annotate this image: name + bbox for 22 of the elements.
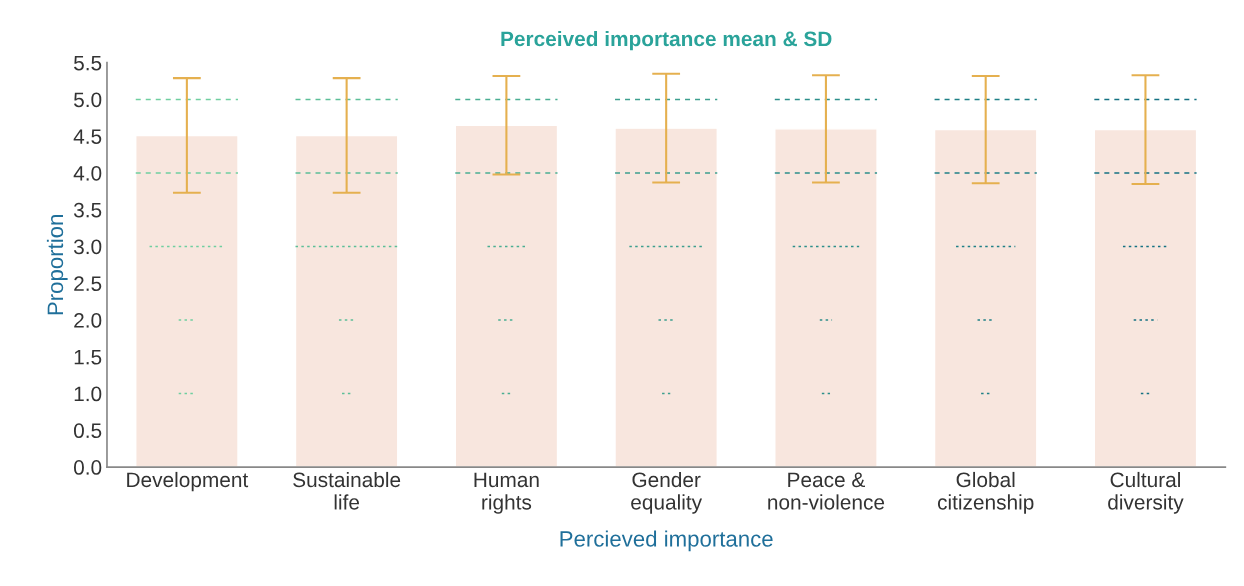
x-tick-label: Sustainable life	[293, 471, 401, 510]
x-axis-title: Percieved importance	[560, 530, 773, 552]
y-tick-label: 0.0	[73, 460, 102, 475]
y-tick-label: 5.5	[74, 55, 102, 71]
y-tick-label: 0.5	[73, 423, 102, 439]
x-tick-label: Gender equality	[631, 471, 703, 514]
y-tick-label: 2.0	[74, 313, 102, 328]
x-tick-label: Cultural diversity	[1108, 471, 1184, 514]
y-tick-label: 3.0	[73, 239, 102, 255]
y-tick-label: 3.5	[73, 202, 102, 218]
x-tick-label: Peace & non-violence	[768, 472, 885, 510]
chart-title: Perceived importance mean & SD	[501, 30, 832, 51]
y-tick-label: 2.5	[74, 276, 102, 292]
x-tick-label: Human rights	[474, 472, 539, 514]
y-tick-label: 4.5	[73, 129, 102, 144]
y-axis-title: Proportion	[46, 215, 68, 315]
y-tick-label: 4.0	[73, 165, 102, 181]
x-tick-label: Development	[127, 471, 249, 492]
x-tick-label: Global citizenship	[937, 471, 1034, 514]
y-tick-label: 5.0	[74, 92, 102, 108]
y-tick-label: 1.5	[74, 349, 102, 365]
y-tick-label: 1.0	[74, 386, 102, 402]
